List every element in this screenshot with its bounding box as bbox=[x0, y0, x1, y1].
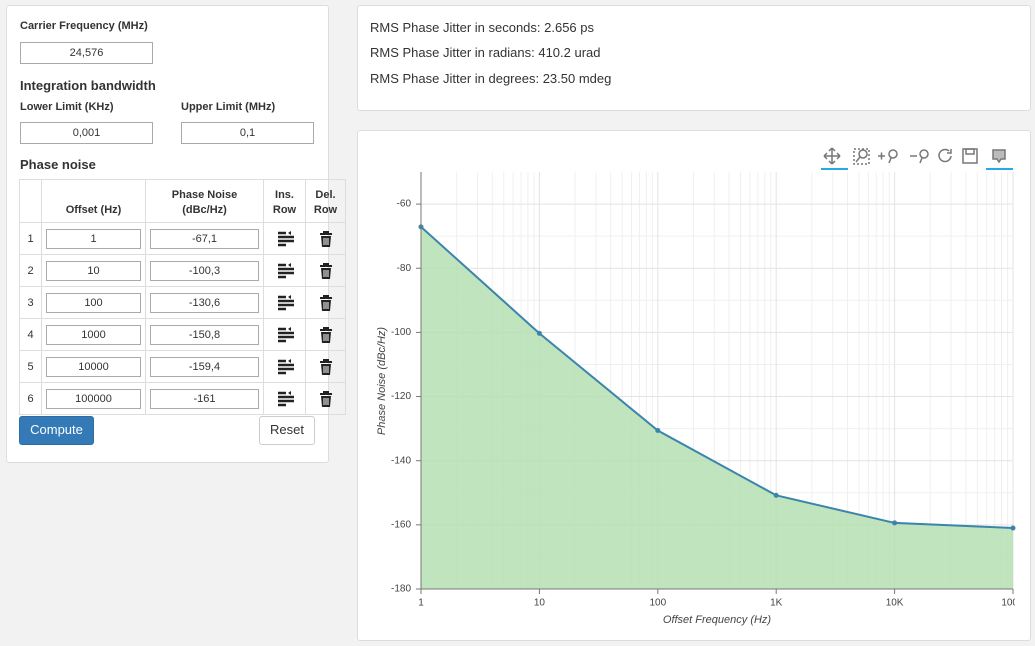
delete-icon[interactable] bbox=[316, 325, 336, 345]
row-number: 3 bbox=[19, 286, 42, 319]
compute-button[interactable]: Compute bbox=[19, 416, 94, 445]
offset-input[interactable]: 1000 bbox=[46, 324, 141, 345]
toolbar bbox=[821, 147, 1013, 170]
delete-icon[interactable] bbox=[316, 229, 336, 249]
insert-icon[interactable] bbox=[275, 229, 295, 249]
point bbox=[536, 330, 542, 336]
x-tick-label: 1K bbox=[770, 598, 783, 609]
noise-input[interactable]: -159,4 bbox=[150, 356, 259, 377]
y-tick-label: -180 bbox=[391, 584, 411, 595]
noise-input[interactable]: -161 bbox=[150, 388, 259, 409]
y-tick-label: -120 bbox=[391, 391, 411, 402]
point bbox=[773, 492, 779, 498]
x-tick-label: 100 bbox=[649, 598, 666, 609]
header: Offset (Hz) bbox=[41, 179, 146, 223]
point bbox=[655, 428, 661, 434]
header: Ins. Row bbox=[263, 179, 306, 223]
phase-noise-table: Offset (Hz) Phase Noise (dBc/Hz) Ins. Ro… bbox=[19, 179, 346, 415]
noise-input[interactable]: -100,3 bbox=[150, 260, 259, 281]
row-number: 5 bbox=[19, 350, 42, 383]
results-panel: RMS Phase Jitter in seconds: 2.656 ps RM… bbox=[357, 5, 1031, 111]
delete-icon[interactable] bbox=[316, 261, 336, 281]
x-tick-label: 1 bbox=[418, 598, 424, 609]
offset-input[interactable]: 100000 bbox=[46, 388, 141, 409]
phase-noise-title: Phase noise bbox=[20, 157, 96, 172]
line bbox=[420, 226, 1014, 530]
carrier-label: Carrier Frequency (MHz) bbox=[20, 20, 148, 32]
result: RMS Phase Jitter in seconds: 2.656 ps bbox=[370, 20, 595, 35]
point bbox=[1010, 525, 1016, 531]
carrier-input[interactable]: 24,576 bbox=[20, 42, 153, 64]
insert-icon[interactable] bbox=[275, 389, 295, 409]
x-tick-label: 100K bbox=[1001, 598, 1025, 609]
save-tool[interactable] bbox=[962, 148, 978, 164]
chart-panel: Phase Noise (dBc/Hz) Offset Frequency (H… bbox=[357, 130, 1031, 641]
upper-label: Upper Limit (MHz) bbox=[181, 101, 276, 113]
pan-tool[interactable] bbox=[823, 147, 841, 165]
y-tick-label: -60 bbox=[397, 199, 412, 210]
hover-tool[interactable] bbox=[992, 149, 1006, 164]
header: Phase Noise (dBc/Hz) bbox=[145, 179, 264, 223]
lower-input[interactable]: 0,001 bbox=[20, 122, 153, 144]
insert-icon[interactable] bbox=[275, 261, 295, 281]
y-tick-label: -100 bbox=[391, 327, 411, 338]
lower-label: Lower Limit (KHz) bbox=[20, 101, 114, 113]
upper-input[interactable]: 0,1 bbox=[181, 122, 314, 144]
point bbox=[892, 520, 898, 526]
y-tick-label: -140 bbox=[391, 455, 411, 466]
result: RMS Phase Jitter in radians: 410.2 urad bbox=[370, 45, 601, 60]
header: Del. Row bbox=[305, 179, 346, 223]
noise-input[interactable]: -150,8 bbox=[150, 324, 259, 345]
area bbox=[421, 226, 1013, 589]
offset-input[interactable]: 10000 bbox=[46, 356, 141, 377]
offset-input[interactable]: 100 bbox=[46, 292, 141, 313]
insert-icon[interactable] bbox=[275, 357, 295, 377]
y-tick-label: -80 bbox=[397, 263, 412, 274]
offset-input[interactable]: 10 bbox=[46, 260, 141, 281]
chart: Phase Noise (dBc/Hz) Offset Frequency (H… bbox=[376, 147, 1025, 626]
insert-icon[interactable] bbox=[275, 325, 295, 345]
row-number: 2 bbox=[19, 254, 42, 287]
x-ticks: 1 10 100 1K 10K 100K bbox=[418, 598, 1025, 609]
reset-button[interactable]: Reset bbox=[259, 416, 315, 445]
y-tick-label: -160 bbox=[391, 519, 411, 530]
delete-icon[interactable] bbox=[316, 293, 336, 313]
noise-input[interactable]: -67,1 bbox=[150, 228, 259, 249]
insert-icon[interactable] bbox=[275, 293, 295, 313]
zoom-out-tool[interactable] bbox=[910, 149, 929, 164]
row-number: 1 bbox=[19, 222, 42, 255]
zoom-in-tool[interactable] bbox=[878, 149, 898, 164]
offset-input[interactable]: 1 bbox=[46, 228, 141, 249]
y-axis-label: Phase Noise (dBc/Hz) bbox=[376, 327, 388, 436]
row-number: 4 bbox=[19, 318, 42, 351]
noise-input[interactable]: -130,6 bbox=[150, 292, 259, 313]
box-zoom-tool[interactable] bbox=[853, 148, 870, 165]
reset-tool[interactable] bbox=[938, 148, 952, 163]
x-tick-label: 10 bbox=[534, 598, 546, 609]
delete-icon[interactable] bbox=[316, 389, 336, 409]
integration-title: Integration bandwidth bbox=[20, 78, 156, 93]
x-tick-label: 10K bbox=[886, 598, 904, 609]
delete-icon[interactable] bbox=[316, 357, 336, 377]
x-axis-label: Offset Frequency (Hz) bbox=[663, 614, 772, 626]
result: RMS Phase Jitter in degrees: 23.50 mdeg bbox=[370, 71, 612, 86]
row-number: 6 bbox=[19, 382, 42, 415]
